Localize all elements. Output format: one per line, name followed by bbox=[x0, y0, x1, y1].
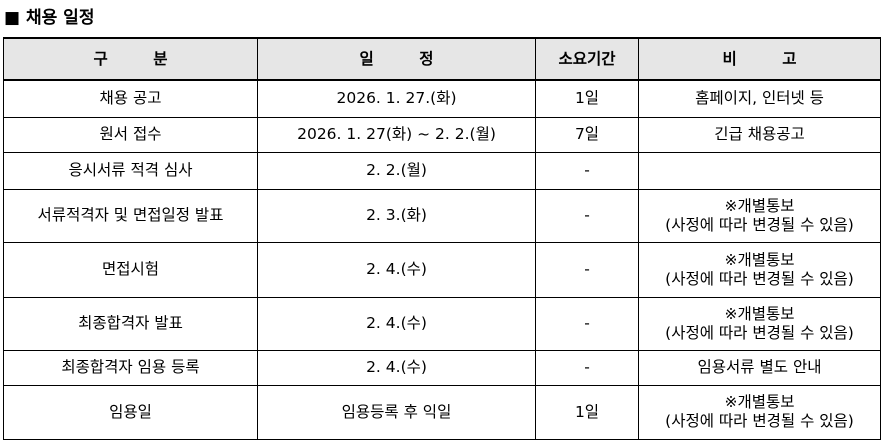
duration-cell: 7일 bbox=[535, 116, 639, 153]
remarks-line: (사정에 따라 변경될 수 있음) bbox=[665, 215, 854, 234]
remarks-line: (사정에 따라 변경될 수 있음) bbox=[665, 269, 854, 288]
remarks-cell: ※개별통보 (사정에 따라 변경될 수 있음) bbox=[638, 384, 881, 440]
table-row: 서류적격자 및 면접일정 발표 2. 3.(화) - ※개별통보 (사정에 따라 변경될… bbox=[3, 188, 881, 243]
table-row: 최종합격자 임용 등록 2. 4.(수) - 임용서류 별도 안내 bbox=[3, 349, 881, 386]
remarks-line: 긴급 채용공고 bbox=[714, 125, 805, 143]
table-row: 면접시험 2. 4.(수) - ※개별통보 (사정에 따라 변경될 수 있음) bbox=[3, 241, 881, 298]
remarks-line: ※개별통보 bbox=[724, 393, 795, 411]
category-cell: 채용 공고 bbox=[3, 79, 258, 118]
remarks-line: (사정에 따라 변경될 수 있음) bbox=[665, 412, 854, 430]
duration-cell: - bbox=[535, 241, 639, 298]
remarks-line: ※개별통보 bbox=[724, 196, 795, 215]
remarks-cell: 임용서류 별도 안내 bbox=[638, 349, 881, 386]
table-row: 채용 공고 2026. 1. 27.(화) 1일 홈페이지, 인터넷 등 bbox=[3, 79, 881, 118]
remarks-cell: ※개별통보 (사정에 따라 변경될 수 있음) bbox=[638, 296, 881, 351]
remarks-line: ※개별통보 bbox=[724, 250, 795, 269]
column-header: 소요기간 bbox=[535, 37, 639, 81]
schedule-cell: 2026. 1. 27(화) ~ 2. 2.(월) bbox=[257, 116, 536, 153]
schedule-cell: 2. 3.(화) bbox=[257, 188, 536, 243]
remarks-cell: 홈페이지, 인터넷 등 bbox=[638, 79, 881, 118]
duration-cell: - bbox=[535, 296, 639, 351]
category-cell: 임용일 bbox=[3, 384, 258, 440]
remarks-line: 임용서류 별도 안내 bbox=[697, 358, 822, 376]
duration-cell: 1일 bbox=[535, 384, 639, 440]
remarks-line: 홈페이지, 인터넷 등 bbox=[695, 89, 824, 108]
table-row: 응시서류 적격 심사 2. 2.(월) - bbox=[3, 151, 881, 190]
column-header: 비 고 bbox=[638, 37, 881, 81]
category-cell: 최종합격자 임용 등록 bbox=[3, 349, 258, 386]
column-header: 일 정 bbox=[257, 37, 536, 81]
remarks-cell: 긴급 채용공고 bbox=[638, 116, 881, 153]
table-row: 임용일 임용등록 후 익일 1일 ※개별통보 (사정에 따라 변경될 수 있음) bbox=[3, 384, 881, 440]
remarks-cell bbox=[638, 151, 881, 190]
schedule-cell: 2026. 1. 27.(화) bbox=[257, 79, 536, 118]
duration-cell: 1일 bbox=[535, 79, 639, 118]
table-body: 채용 공고 2026. 1. 27.(화) 1일 홈페이지, 인터넷 등 원서 접수 20… bbox=[3, 79, 881, 440]
table-row: 최종합격자 발표 2. 4.(수) - ※개별통보 (사정에 따라 변경될 수 있음) bbox=[3, 296, 881, 351]
remarks-line: ※개별통보 bbox=[724, 304, 795, 323]
category-cell: 응시서류 적격 심사 bbox=[3, 151, 258, 190]
schedule-cell: 2. 4.(수) bbox=[257, 349, 536, 386]
duration-cell: - bbox=[535, 349, 639, 386]
schedule-cell: 임용등록 후 익일 bbox=[257, 384, 536, 440]
category-cell: 면접시험 bbox=[3, 241, 258, 298]
category-cell: 원서 접수 bbox=[3, 116, 258, 153]
section-title: ■ 채용 일정 bbox=[4, 8, 95, 28]
schedule-table: 구 분 일 정 소요기간 비 고 채용 공고 2026. 1. 27.(화) 1일 홈… bbox=[3, 37, 881, 440]
duration-cell: - bbox=[535, 188, 639, 243]
remarks-cell: ※개별통보 (사정에 따라 변경될 수 있음) bbox=[638, 188, 881, 243]
remarks-cell: ※개별통보 (사정에 따라 변경될 수 있음) bbox=[638, 241, 881, 298]
remarks-line: (사정에 따라 변경될 수 있음) bbox=[665, 323, 854, 342]
duration-cell: - bbox=[535, 151, 639, 190]
schedule-cell: 2. 4.(수) bbox=[257, 241, 536, 298]
schedule-cell: 2. 4.(수) bbox=[257, 296, 536, 351]
schedule-cell: 2. 2.(월) bbox=[257, 151, 536, 190]
category-cell: 서류적격자 및 면접일정 발표 bbox=[3, 188, 258, 243]
header-row: 구 분 일 정 소요기간 비 고 bbox=[3, 37, 881, 81]
category-cell: 최종합격자 발표 bbox=[3, 296, 258, 351]
table-row: 원서 접수 2026. 1. 27(화) ~ 2. 2.(월) 7일 긴급 채용공고 bbox=[3, 116, 881, 153]
column-header: 구 분 bbox=[3, 37, 258, 81]
